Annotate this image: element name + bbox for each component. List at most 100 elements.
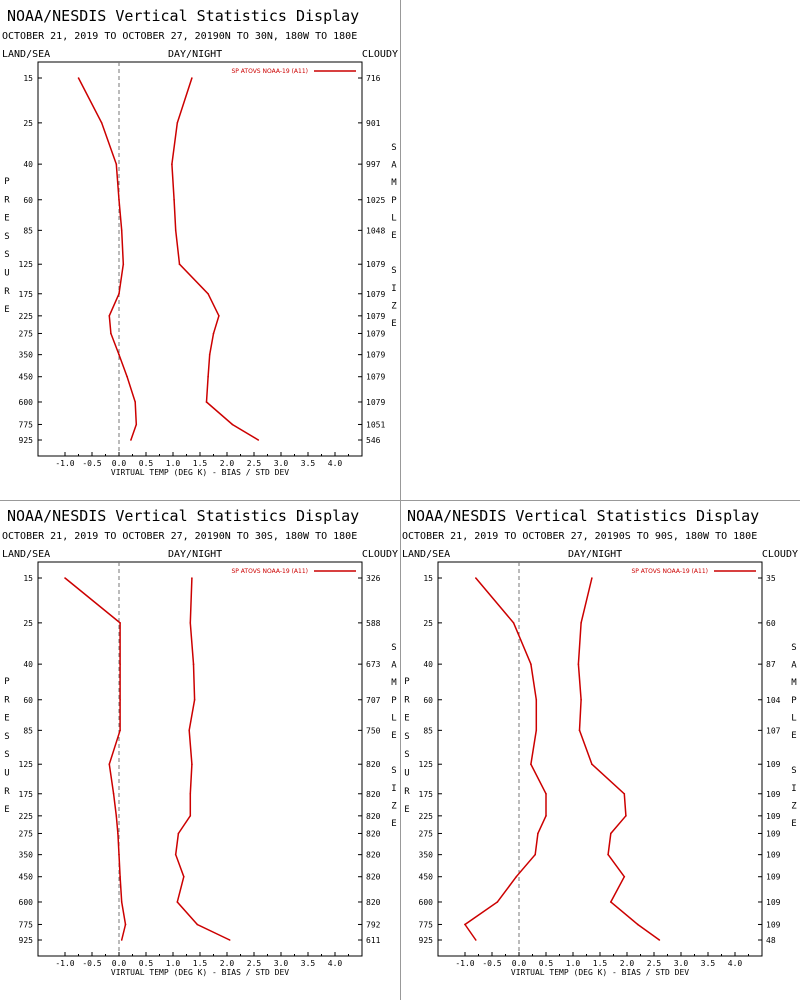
sample-size-axis-letter: S (391, 643, 396, 653)
pressure-level-label: 175 (19, 790, 34, 799)
sample-size-label: 588 (366, 619, 381, 628)
pressure-axis-letter: S (4, 250, 9, 260)
pressure-axis-letter: P (404, 677, 410, 687)
x-tick-label: -1.0 (455, 959, 474, 968)
bias-point (119, 729, 121, 732)
sample-size-axis-letter: S (791, 643, 796, 653)
sample-size-label: 1079 (366, 398, 385, 407)
sample-size-label: 820 (366, 898, 381, 907)
panel-0n-30n: NOAA/NESDIS Vertical Statistics Display O… (0, 0, 400, 500)
day-night-label: DAY/NIGHT (168, 49, 222, 60)
x-tick-label: 3.5 (701, 959, 716, 968)
bias-point (534, 853, 536, 856)
std-dev-point (578, 729, 581, 732)
sample-size-label: 1079 (366, 329, 385, 338)
pressure-axis-letter: R (4, 787, 10, 797)
bias-point (118, 198, 120, 201)
sample-size-label: 1079 (366, 290, 385, 299)
sample-size-label: 107 (766, 726, 781, 735)
pressure-axis-letter: R (404, 695, 410, 705)
day-night-label: DAY/NIGHT (168, 549, 222, 560)
sample-size-label: 1051 (366, 420, 385, 429)
std-dev-point (191, 763, 193, 766)
pressure-level-label: 25 (23, 619, 33, 628)
pressure-axis-letter: S (4, 750, 9, 760)
pressure-level-label: 125 (19, 760, 34, 769)
sample-size-axis-letter: I (791, 784, 796, 794)
bias-point (512, 622, 515, 624)
sample-size-axis-letter: S (391, 143, 396, 153)
panel-30s-90s: NOAA/NESDIS Vertical Statistics Display O… (400, 500, 800, 1000)
x-tick-label: 4.0 (328, 459, 343, 468)
std-dev-point (176, 901, 179, 903)
std-dev-point (189, 622, 192, 624)
x-tick-label: 0.5 (139, 459, 154, 468)
sample-size-label: 109 (766, 790, 781, 799)
bias-point (515, 875, 518, 878)
std-dev-point (625, 815, 627, 817)
plot-frame (37, 61, 363, 457)
pressure-level-label: 350 (19, 851, 34, 860)
bias-point (64, 577, 66, 579)
cloudy-label: CLOUDY (362, 49, 398, 60)
x-tick-label: 1.5 (193, 459, 208, 468)
bias-point (124, 923, 127, 926)
std-dev-point (623, 875, 626, 878)
x-tick-label: 2.0 (220, 459, 235, 468)
std-dev-point (580, 698, 582, 701)
sample-size-label: 716 (366, 74, 381, 83)
pressure-axis-letter: S (404, 732, 409, 742)
pressure-axis-letter: U (404, 769, 409, 779)
std-dev-series-line (174, 577, 231, 941)
std-dev-point (610, 832, 612, 835)
pressure-axis-letter: R (4, 195, 10, 205)
bias-point (120, 901, 123, 903)
pressure-level-label: 925 (419, 936, 434, 945)
sample-size-label: 104 (766, 696, 781, 705)
std-dev-point (637, 923, 639, 926)
x-tick-label: 3.5 (301, 959, 316, 968)
pressure-axis-letter: E (404, 805, 409, 815)
pressure-level-label: 15 (423, 574, 433, 583)
std-dev-point (218, 315, 220, 317)
std-dev-point (205, 401, 208, 403)
sample-size-label: 109 (766, 760, 781, 769)
sample-size-axis-letter: S (391, 766, 396, 776)
std-dev-point (208, 353, 211, 356)
x-tick-label: 0.0 (112, 459, 127, 468)
legend-label: SP ATOVS NOAA-19 (A11) (631, 568, 708, 575)
bias-point (118, 853, 120, 856)
chart-svg: NOAA/NESDIS Vertical Statistics Display O… (2, 507, 398, 977)
bias-series-line (77, 77, 138, 441)
x-tick-label: 1.0 (166, 459, 181, 468)
sample-size-axis-letter: P (791, 696, 797, 706)
sample-size-axis-letter: S (391, 266, 396, 276)
sample-size-label: 792 (366, 920, 381, 929)
x-tick-label: 2.5 (647, 959, 662, 968)
std-dev-point (193, 698, 196, 701)
x-tick-label: 2.0 (220, 959, 235, 968)
sample-size-label: 820 (366, 851, 381, 860)
sample-size-label: 750 (366, 726, 381, 735)
land-sea-label: LAND/SEA (2, 549, 50, 560)
pressure-axis-letter: R (4, 695, 10, 705)
pressure-level-label: 600 (419, 898, 434, 907)
x-tick-label: 1.0 (566, 959, 581, 968)
sample-size-label: 997 (366, 160, 381, 169)
bias-point (112, 792, 115, 795)
std-dev-point (189, 815, 192, 817)
sample-size-label: 1079 (366, 373, 385, 382)
sample-size-axis-letter: P (391, 196, 397, 206)
pressure-level-label: 25 (23, 119, 33, 128)
x-tick-label: 1.5 (193, 959, 208, 968)
sample-size-axis-letter: S (791, 766, 796, 776)
x-tick-label: 2.5 (247, 459, 262, 468)
x-tick-label: 4.0 (728, 959, 743, 968)
bias-point (110, 332, 112, 335)
sample-size-label: 109 (766, 829, 781, 838)
bias-point (535, 729, 538, 732)
pressure-level-label: 25 (423, 619, 433, 628)
pressure-level-label: 85 (23, 226, 33, 235)
sample-size-label: 60 (766, 619, 776, 628)
pressure-level-label: 450 (419, 873, 434, 882)
